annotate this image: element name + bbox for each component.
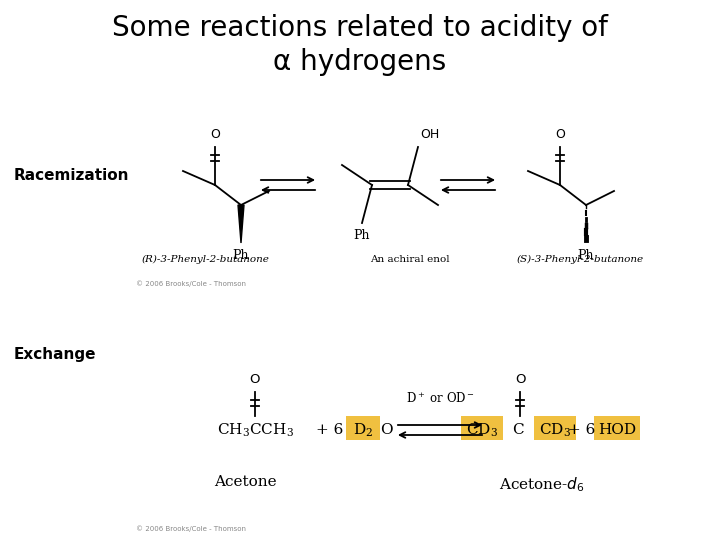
- Text: + 6: + 6: [568, 423, 595, 437]
- Text: HOD: HOD: [598, 423, 636, 437]
- Text: $\mathregular{CD_3}$: $\mathregular{CD_3}$: [466, 421, 498, 438]
- Text: OH: OH: [420, 128, 439, 141]
- Text: (R)-3-Phenyl-2-butanone: (R)-3-Phenyl-2-butanone: [141, 255, 269, 264]
- Text: C: C: [512, 423, 524, 437]
- Text: Ph: Ph: [354, 229, 370, 242]
- Text: $\mathregular{D_2}$: $\mathregular{D_2}$: [353, 421, 373, 438]
- Text: © 2006 Brooks/Cole - Thomson: © 2006 Brooks/Cole - Thomson: [136, 280, 246, 287]
- Text: O: O: [380, 423, 392, 437]
- Text: Acetone-$d_6$: Acetone-$d_6$: [499, 475, 585, 494]
- FancyBboxPatch shape: [346, 416, 380, 440]
- Polygon shape: [238, 205, 244, 243]
- Text: O: O: [515, 373, 526, 386]
- Text: Ph: Ph: [577, 249, 594, 262]
- Text: $\mathregular{CH_3CCH_3}$: $\mathregular{CH_3CCH_3}$: [217, 421, 294, 438]
- Text: $\mathregular{D^+}$ or $\mathregular{OD^-}$: $\mathregular{D^+}$ or $\mathregular{OD^…: [405, 392, 474, 406]
- Text: Ph: Ph: [233, 249, 249, 262]
- Text: O: O: [210, 128, 220, 141]
- Text: © 2006 Brooks/Cole - Thomson: © 2006 Brooks/Cole - Thomson: [136, 525, 246, 532]
- FancyBboxPatch shape: [594, 416, 640, 440]
- FancyBboxPatch shape: [461, 416, 503, 440]
- Text: O: O: [250, 373, 260, 386]
- FancyBboxPatch shape: [534, 416, 576, 440]
- Text: O: O: [555, 128, 565, 141]
- Text: Exchange: Exchange: [14, 348, 96, 362]
- Text: (S)-3-Phenyl-2-butanone: (S)-3-Phenyl-2-butanone: [516, 255, 644, 264]
- Text: Some reactions related to acidity of: Some reactions related to acidity of: [112, 14, 608, 42]
- Text: An achiral enol: An achiral enol: [370, 255, 450, 264]
- Text: Racemization: Racemization: [14, 167, 130, 183]
- Text: α hydrogens: α hydrogens: [274, 48, 446, 76]
- Text: + 6: + 6: [316, 423, 343, 437]
- Text: $\mathregular{CD_3}$: $\mathregular{CD_3}$: [539, 421, 571, 438]
- Text: Acetone: Acetone: [214, 475, 276, 489]
